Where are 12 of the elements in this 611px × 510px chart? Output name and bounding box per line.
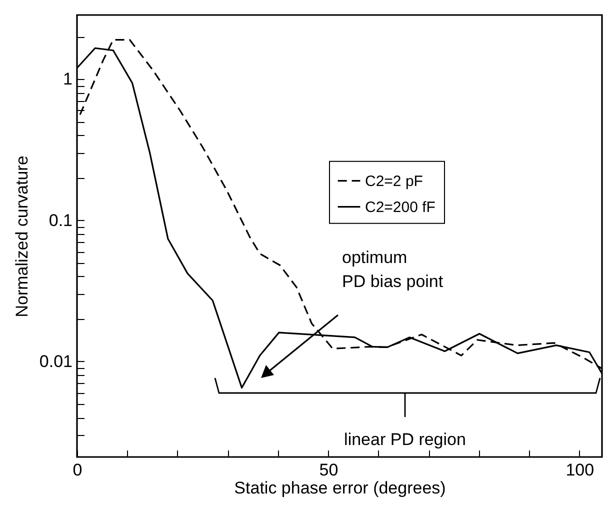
- y-tick-label: 0.01: [39, 352, 72, 371]
- y-axis-title: Normalized curvature: [12, 156, 32, 318]
- annotation: linear PD region: [344, 430, 466, 449]
- y-tick-label: 0.1: [48, 210, 72, 230]
- legend-label: C2=200 fF: [365, 198, 436, 216]
- annotation: optimum PD bias point: [342, 248, 444, 291]
- x-tick-label: 50: [319, 460, 338, 480]
- x-axis-title: Static phase error (degrees): [234, 478, 446, 498]
- x-tick-label: 0: [72, 460, 82, 480]
- x-tick-label: 100: [566, 460, 594, 480]
- y-tick-label: 1: [63, 70, 72, 89]
- legend-label: C2=2 pF: [365, 172, 423, 190]
